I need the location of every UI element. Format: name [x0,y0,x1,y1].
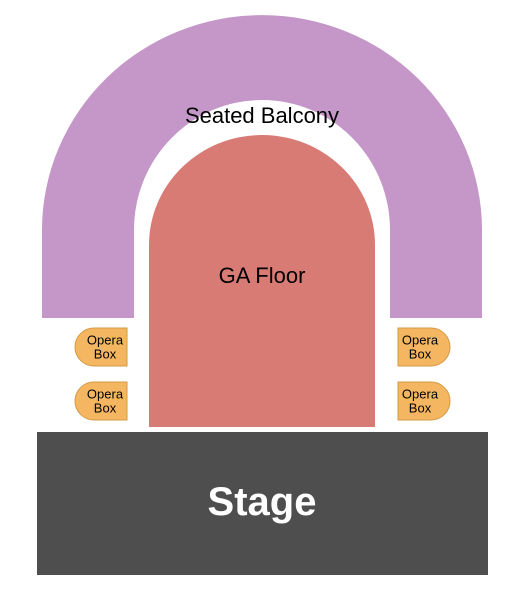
balcony-label: Seated Balcony [112,104,412,128]
opera-box-label: Box [409,347,432,362]
opera-box-section[interactable]: OperaBox [75,328,127,366]
opera-box-label: Box [409,401,432,416]
stage-label: Stage [112,480,412,524]
opera-box-label: Opera [402,332,439,347]
opera-box-label: Opera [87,332,124,347]
opera-box-label: Box [94,347,117,362]
opera-box-section[interactable]: OperaBox [398,328,450,366]
opera-box-label: Opera [402,386,439,401]
opera-box-label: Box [94,401,117,416]
seating-chart: OperaBoxOperaBoxOperaBoxOperaBox Seated … [0,0,525,600]
opera-box-label: Opera [87,386,124,401]
ga-floor-label: GA Floor [112,264,412,288]
opera-box-section[interactable]: OperaBox [75,382,127,420]
opera-box-section[interactable]: OperaBox [398,382,450,420]
